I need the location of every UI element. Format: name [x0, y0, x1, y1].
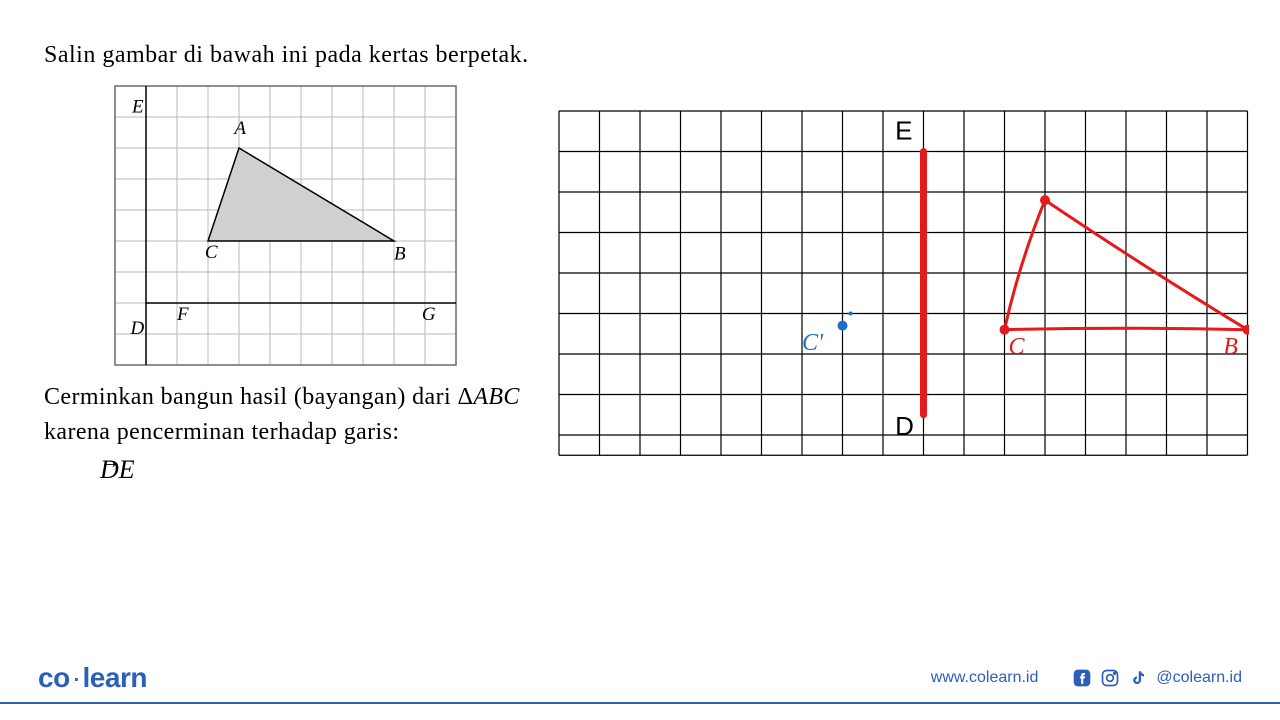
svg-text:C': C' — [802, 330, 824, 356]
svg-text:B: B — [394, 243, 406, 264]
problem-column: Salin gambar di bawah ini pada kertas be… — [44, 38, 534, 485]
question-text: Cerminkan bangun hasil (bayangan) dari Δ… — [44, 380, 534, 450]
social-handle: @colearn.id — [1156, 669, 1242, 687]
svg-text:F: F — [176, 304, 189, 325]
website-link: www.colearn.id — [931, 669, 1039, 687]
svg-text:E: E — [131, 96, 144, 117]
svg-text:D: D — [895, 411, 914, 441]
social-icons: @colearn.id — [1072, 668, 1242, 688]
svg-text:C: C — [205, 242, 218, 263]
facebook-icon — [1072, 668, 1092, 688]
instruction-text: Salin gambar di bawah ini pada kertas be… — [44, 38, 534, 73]
svg-text:A: A — [232, 118, 246, 139]
vector-de: → DE — [100, 455, 135, 485]
svg-text:B: B — [1223, 334, 1238, 360]
tiktok-icon — [1128, 668, 1148, 688]
original-figure: E A C B D F G — [114, 85, 534, 366]
svg-text:C: C — [1009, 334, 1026, 360]
footer: co·learn www.colearn.id @colearn.id — [0, 662, 1280, 694]
svg-text:G: G — [422, 304, 436, 325]
footer-divider — [0, 702, 1280, 704]
original-figure-svg: E A C B D F G — [114, 85, 457, 366]
svg-text:D: D — [130, 318, 145, 339]
svg-text:E: E — [895, 115, 912, 145]
work-column: E D C B C' — [558, 38, 1249, 485]
work-figure-svg: E D C B C' — [558, 110, 1249, 456]
instagram-icon — [1100, 668, 1120, 688]
brand-logo: co·learn — [38, 662, 147, 694]
